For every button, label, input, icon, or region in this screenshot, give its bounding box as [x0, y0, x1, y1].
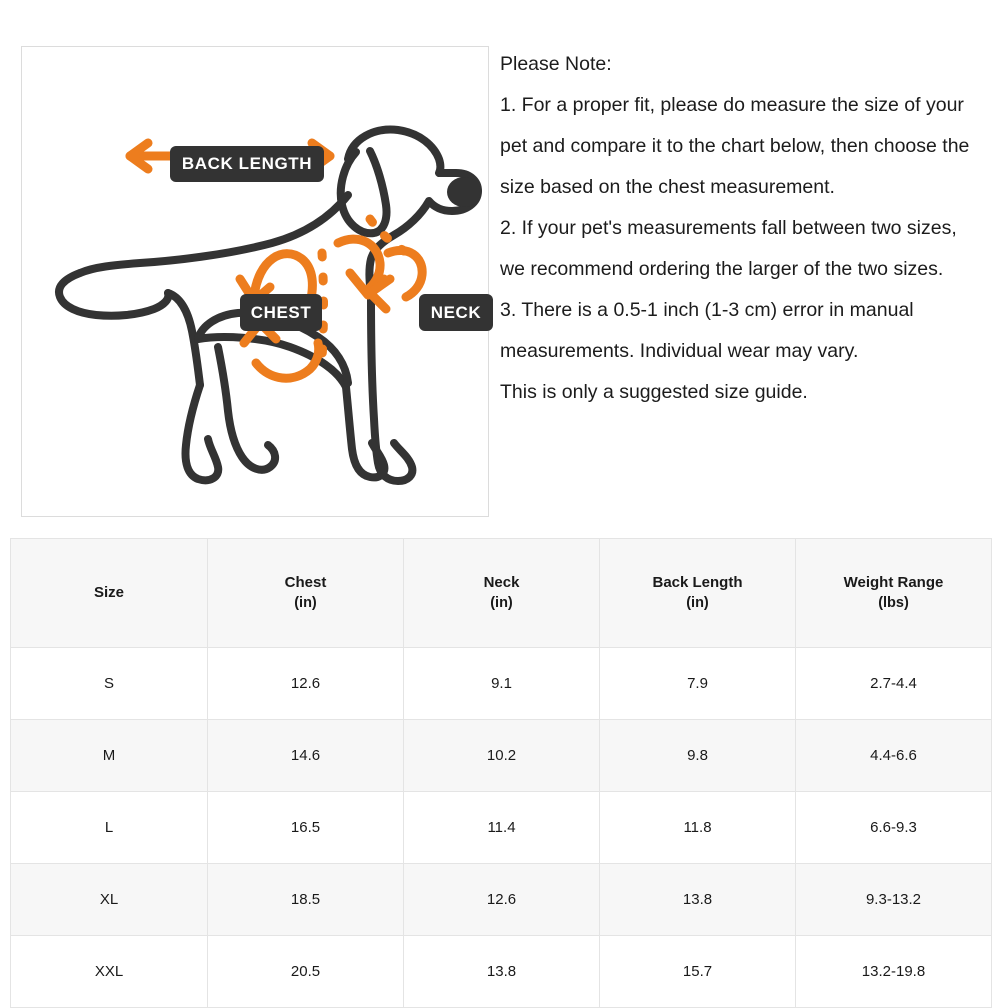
column-header-size-title: Size	[93, 584, 124, 601]
table-row: XL 18.5 12.6 13.8 9.3-13.2	[10, 863, 992, 936]
cell-size: L	[10, 791, 208, 864]
cell-neck: 11.4	[403, 791, 600, 864]
cell-weight-range: 13.2-19.8	[795, 935, 992, 1008]
column-header-back-length: Back Length (in)	[599, 538, 796, 648]
badge-neck: NECK	[419, 294, 493, 331]
note-line-7: measurements. Individual wear may vary.	[500, 340, 859, 362]
dog-rear-haunch	[164, 289, 204, 389]
cell-neck: 9.1	[403, 647, 600, 720]
dog-rear-leg-back	[181, 381, 223, 485]
note-line-5: we recommend ordering the larger of the …	[500, 258, 944, 280]
dog-tail	[55, 269, 173, 320]
cell-chest: 16.5	[207, 791, 404, 864]
neck-arc	[383, 246, 427, 302]
dog-ear	[336, 147, 391, 238]
column-header-neck: Neck (in)	[403, 538, 600, 648]
column-header-chest: Chest (in)	[207, 538, 404, 648]
table-row: M 14.6 10.2 9.8 4.4-6.6	[10, 719, 992, 792]
note-line-4: 2. If your pet's measurements fall betwe…	[500, 217, 957, 239]
cell-weight-range: 6.6-9.3	[795, 791, 992, 864]
note-line-1: 1. For a proper fit, please do measure t…	[500, 94, 964, 116]
size-chart-table: Size Chest (in) Neck (in) Back Length (i…	[10, 538, 992, 1008]
column-header-neck-title: Neck	[483, 574, 520, 591]
column-header-back-length-unit: (in)	[686, 595, 709, 611]
cell-back-length: 15.7	[599, 935, 796, 1008]
note-line-3: size based on the chest measurement.	[500, 176, 835, 198]
dog-back-line	[76, 191, 352, 277]
cell-chest: 20.5	[207, 935, 404, 1008]
cell-back-length: 13.8	[599, 863, 796, 936]
dog-belly-line	[194, 333, 350, 391]
column-header-neck-unit: (in)	[490, 595, 513, 611]
dog-front-leg-left	[342, 383, 389, 482]
column-header-chest-unit: (in)	[294, 595, 317, 611]
cell-neck: 13.8	[403, 935, 600, 1008]
neck-arc-head	[365, 274, 395, 314]
dog-outline-svg	[55, 125, 482, 485]
cell-weight-range: 2.7-4.4	[795, 647, 992, 720]
please-note-block: Please Note: 1. For a proper fit, please…	[500, 44, 1000, 413]
top-section: BACK LENGTH CHEST NECK Please Note: 1. F…	[21, 44, 1000, 517]
cell-back-length: 7.9	[599, 647, 796, 720]
column-header-weight-range-title: Weight Range	[843, 574, 944, 591]
table-header-row: Size Chest (in) Neck (in) Back Length (i…	[10, 538, 992, 648]
cell-size: XXL	[10, 935, 208, 1008]
cell-back-length: 9.8	[599, 719, 796, 792]
column-header-weight-range-unit: (lbs)	[878, 595, 909, 611]
chest-dashed-line	[317, 248, 328, 364]
cell-chest: 18.5	[207, 863, 404, 936]
chest-arc-top	[249, 249, 317, 308]
cell-weight-range: 9.3-13.2	[795, 863, 992, 936]
back-length-arrow-left-head	[125, 138, 153, 174]
dog-muzzle-jaw	[365, 187, 482, 303]
cell-size: S	[10, 647, 208, 720]
note-heading: Please Note:	[500, 53, 612, 75]
badge-chest: CHEST	[240, 294, 322, 331]
table-row: S 12.6 9.1 7.9 2.7-4.4	[10, 647, 992, 720]
table-row: XXL 20.5 13.8 15.7 13.2-19.8	[10, 935, 992, 1008]
column-header-size: Size	[10, 538, 208, 648]
badge-back-length: BACK LENGTH	[170, 146, 324, 182]
dog-measurement-illustration: BACK LENGTH CHEST NECK	[21, 46, 493, 517]
column-header-back-length-title: Back Length	[652, 574, 743, 591]
cell-weight-range: 4.4-6.6	[795, 719, 992, 792]
cell-chest: 14.6	[207, 719, 404, 792]
note-line-8: This is only a suggested size guide.	[500, 381, 808, 403]
column-header-chest-title: Chest	[284, 574, 327, 591]
note-line-6: 3. There is a 0.5-1 inch (1-3 cm) error …	[500, 299, 914, 321]
cell-size: XL	[10, 863, 208, 936]
cell-back-length: 11.8	[599, 791, 796, 864]
dog-nose-icon	[447, 177, 481, 207]
note-line-2: pet and compare it to the chart below, t…	[500, 135, 970, 157]
dog-rear-leg-front	[214, 343, 279, 474]
table-row: L 16.5 11.4 11.8 6.6-9.3	[10, 791, 992, 864]
cell-chest: 12.6	[207, 647, 404, 720]
cell-neck: 12.6	[403, 863, 600, 936]
column-header-weight-range: Weight Range (lbs)	[795, 538, 992, 648]
cell-size: M	[10, 719, 208, 792]
cell-neck: 10.2	[403, 719, 600, 792]
dog-head-top	[344, 125, 482, 195]
